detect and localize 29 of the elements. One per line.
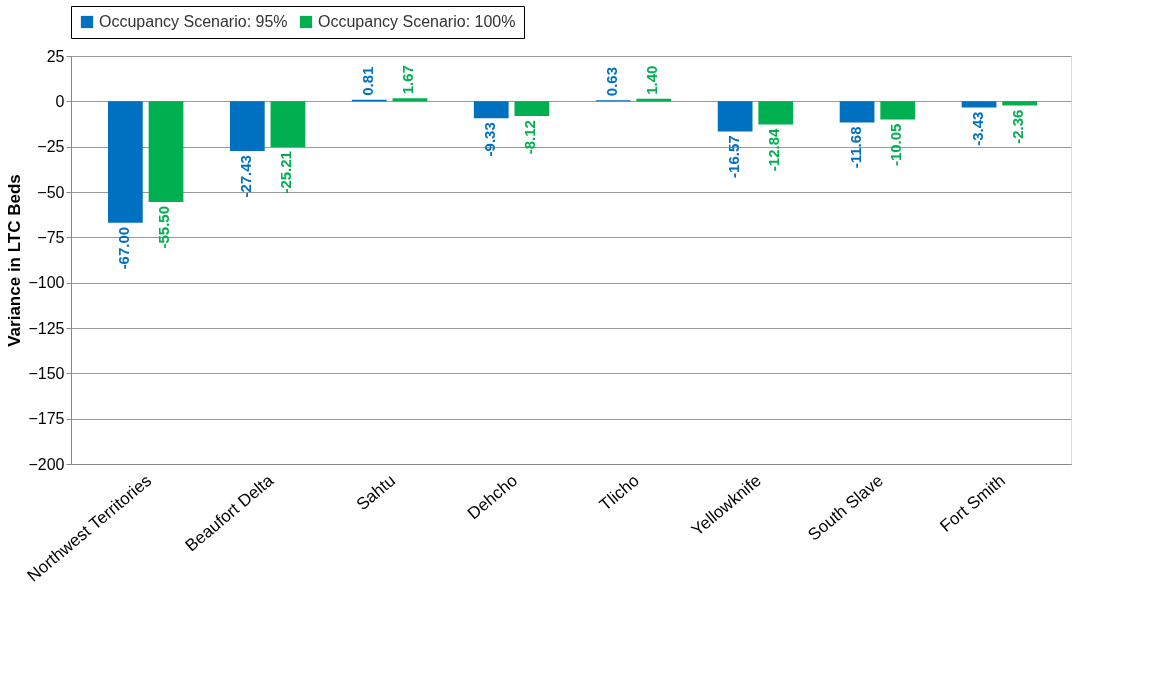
data-label: -11.68: [846, 126, 864, 169]
data-label: 1.40: [643, 65, 661, 95]
y-tick-label: 25: [46, 47, 65, 65]
legend-label: Occupancy Scenario: 100%: [318, 13, 516, 30]
data-label: -8.12: [521, 120, 539, 155]
data-label: -2.36: [1009, 109, 1027, 144]
data-label: -16.57: [724, 135, 742, 178]
data-label: -25.21: [277, 151, 295, 194]
data-label: -9.33: [480, 122, 498, 157]
data-label: 0.63: [602, 66, 620, 97]
legend-label: Occupancy Scenario: 95%: [99, 13, 288, 30]
data-label: -67.00: [114, 226, 132, 270]
y-axis-title: Variance in LTC Beds: [5, 174, 25, 347]
y-tick-label: −75: [37, 228, 65, 246]
y-tick-label: −125: [28, 319, 65, 337]
y-tick-label: −150: [28, 364, 65, 382]
data-label: -55.50: [155, 205, 173, 249]
data-label: -10.05: [887, 123, 905, 167]
data-label: -12.84: [765, 127, 783, 172]
data-label: 1.67: [399, 65, 417, 95]
y-tick-label: −50: [37, 183, 65, 201]
y-tick-label: −25: [37, 138, 65, 156]
y-tick-label: 0: [55, 92, 65, 110]
y-tick-label: −100: [28, 274, 65, 292]
y-tick-label: −175: [28, 410, 65, 428]
data-label: -3.43: [968, 111, 986, 146]
data-label: 0.81: [358, 66, 376, 96]
y-tick-label: −200: [28, 455, 65, 473]
data-label: -27.43: [236, 155, 254, 198]
